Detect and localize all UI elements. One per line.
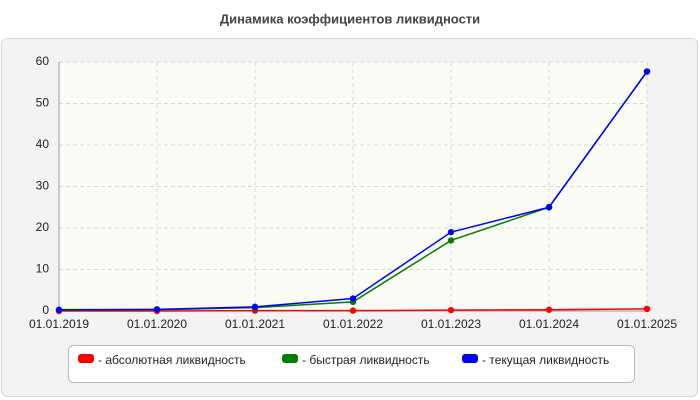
data-point	[349, 295, 357, 302]
y-tick-label: 50	[36, 96, 50, 110]
data-point	[251, 303, 259, 311]
x-tick-label: 01.01.2022	[323, 317, 383, 331]
data-point	[153, 306, 161, 313]
data-point	[545, 204, 553, 211]
data-point	[447, 228, 455, 236]
legend-swatch	[78, 354, 94, 363]
data-point	[643, 305, 651, 313]
y-tick-label: 10	[36, 262, 50, 276]
legend	[68, 345, 635, 383]
y-tick-label: 20	[36, 220, 50, 234]
x-tick-label: 01.01.2024	[519, 317, 579, 331]
legend-label: - текущая ликвидность	[482, 353, 609, 367]
legend-swatch	[462, 354, 478, 363]
data-point	[447, 237, 455, 244]
legend-label: - абсолютная ликвидность	[98, 353, 246, 367]
y-tick-label: 30	[36, 179, 50, 193]
data-point	[447, 306, 455, 314]
data-point	[545, 306, 553, 313]
x-tick-label: 01.01.2020	[127, 317, 187, 331]
data-point	[643, 68, 651, 75]
data-point	[349, 307, 357, 314]
x-tick-label: 01.01.2019	[29, 317, 89, 331]
chart-title: Динамика коэффициентов ликвидности	[220, 11, 480, 26]
legend-swatch	[282, 354, 298, 363]
y-tick-label: 60	[36, 54, 50, 68]
legend-label: - быстрая ликвидность	[302, 353, 430, 367]
y-tick-label: 40	[36, 137, 50, 151]
x-tick-label: 01.01.2021	[225, 317, 285, 331]
x-tick-label: 01.01.2023	[421, 317, 481, 331]
data-point	[55, 306, 63, 313]
x-tick-label: 01.01.2025	[617, 317, 677, 331]
y-tick-label: 0	[42, 303, 49, 317]
